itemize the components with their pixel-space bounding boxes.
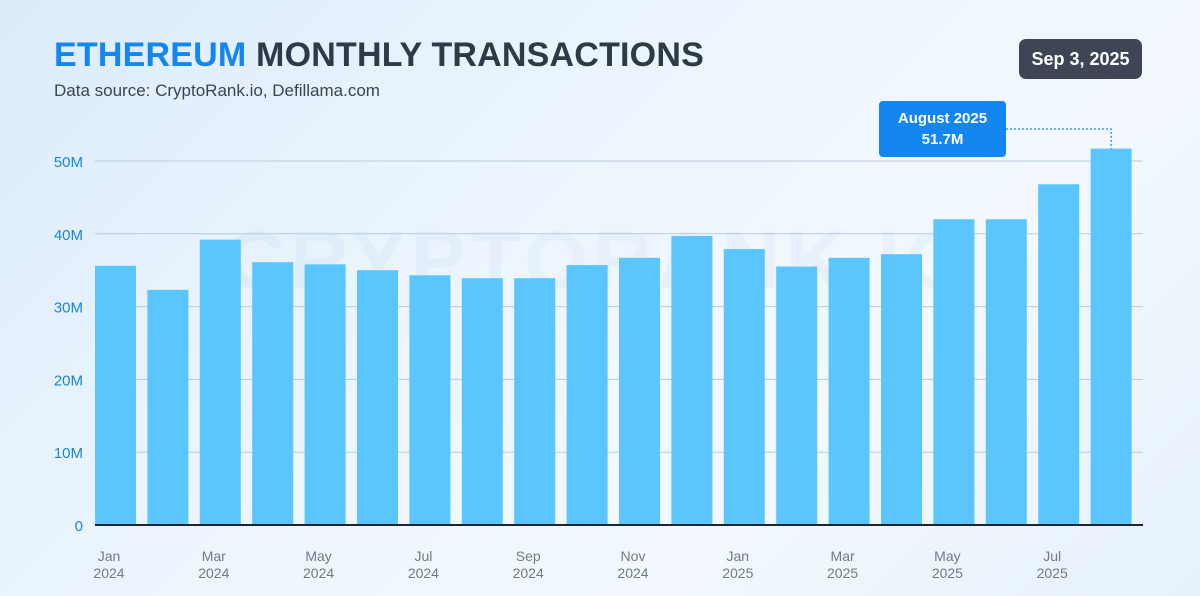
x-tick-year: 2024: [198, 565, 229, 581]
bar: [252, 262, 294, 525]
bar: [514, 278, 556, 525]
y-tick-label: 20M: [54, 372, 83, 389]
bar: [933, 219, 975, 526]
x-tick-month: Sep: [516, 548, 541, 564]
data-source-subtitle: Data source: CryptoRank.io, Defillama.co…: [54, 81, 380, 100]
x-tick-month: Mar: [831, 548, 855, 564]
bar: [723, 249, 765, 525]
bar: [304, 264, 346, 525]
x-tick-month: Nov: [621, 548, 646, 564]
bar: [147, 289, 189, 525]
x-tick-year: 2025: [722, 565, 753, 581]
bar: [199, 239, 241, 525]
bar: [881, 254, 922, 525]
x-tick-year: 2025: [827, 565, 858, 581]
x-tick-month: Jul: [414, 548, 432, 564]
x-tick-month: Jul: [1043, 548, 1061, 564]
bar: [671, 235, 713, 525]
date-badge: Sep 3, 2025: [1019, 39, 1142, 79]
callout-connector: [1006, 128, 1112, 149]
bar: [985, 219, 1027, 526]
bar: [619, 257, 660, 525]
bar: [1090, 148, 1132, 525]
bar: [409, 275, 451, 525]
x-tick-year: 2025: [932, 565, 963, 581]
chart-title-rest: MONTHLY TRANSACTIONS: [256, 36, 704, 74]
callout-month: August 2025: [897, 110, 988, 127]
y-tick-label: 10M: [54, 445, 83, 462]
x-tick-month: May: [305, 548, 331, 564]
bar: [566, 265, 608, 525]
x-tick-month: Jan: [98, 548, 121, 564]
x-tick-year: 2024: [617, 565, 648, 581]
y-tick-label: 50M: [54, 154, 83, 171]
x-tick-year: 2024: [513, 565, 544, 581]
y-tick-label: 40M: [54, 227, 83, 244]
bar: [95, 265, 136, 525]
chart-title-accent: ETHEREUM: [54, 36, 247, 74]
x-tick-year: 2024: [303, 565, 334, 581]
x-tick-year: 2025: [1037, 565, 1068, 581]
callout-value: 51.7M: [921, 131, 964, 148]
chart-title: ETHEREUM MONTHLY TRANSACTIONS: [54, 34, 704, 76]
y-tick-label: 30M: [54, 300, 83, 317]
x-tick-month: May: [934, 548, 960, 564]
highlight-callout: August 2025 51.7M: [879, 101, 1006, 157]
bar: [461, 278, 503, 525]
bar: [776, 266, 818, 525]
y-tick-label: 0: [75, 518, 83, 535]
x-tick-year: 2024: [93, 565, 124, 581]
bar: [828, 257, 870, 525]
bar: [1038, 184, 1080, 525]
bar: [357, 270, 398, 525]
x-tick-month: Jan: [727, 548, 750, 564]
x-tick-year: 2024: [408, 565, 439, 581]
x-tick-month: Mar: [202, 548, 226, 564]
